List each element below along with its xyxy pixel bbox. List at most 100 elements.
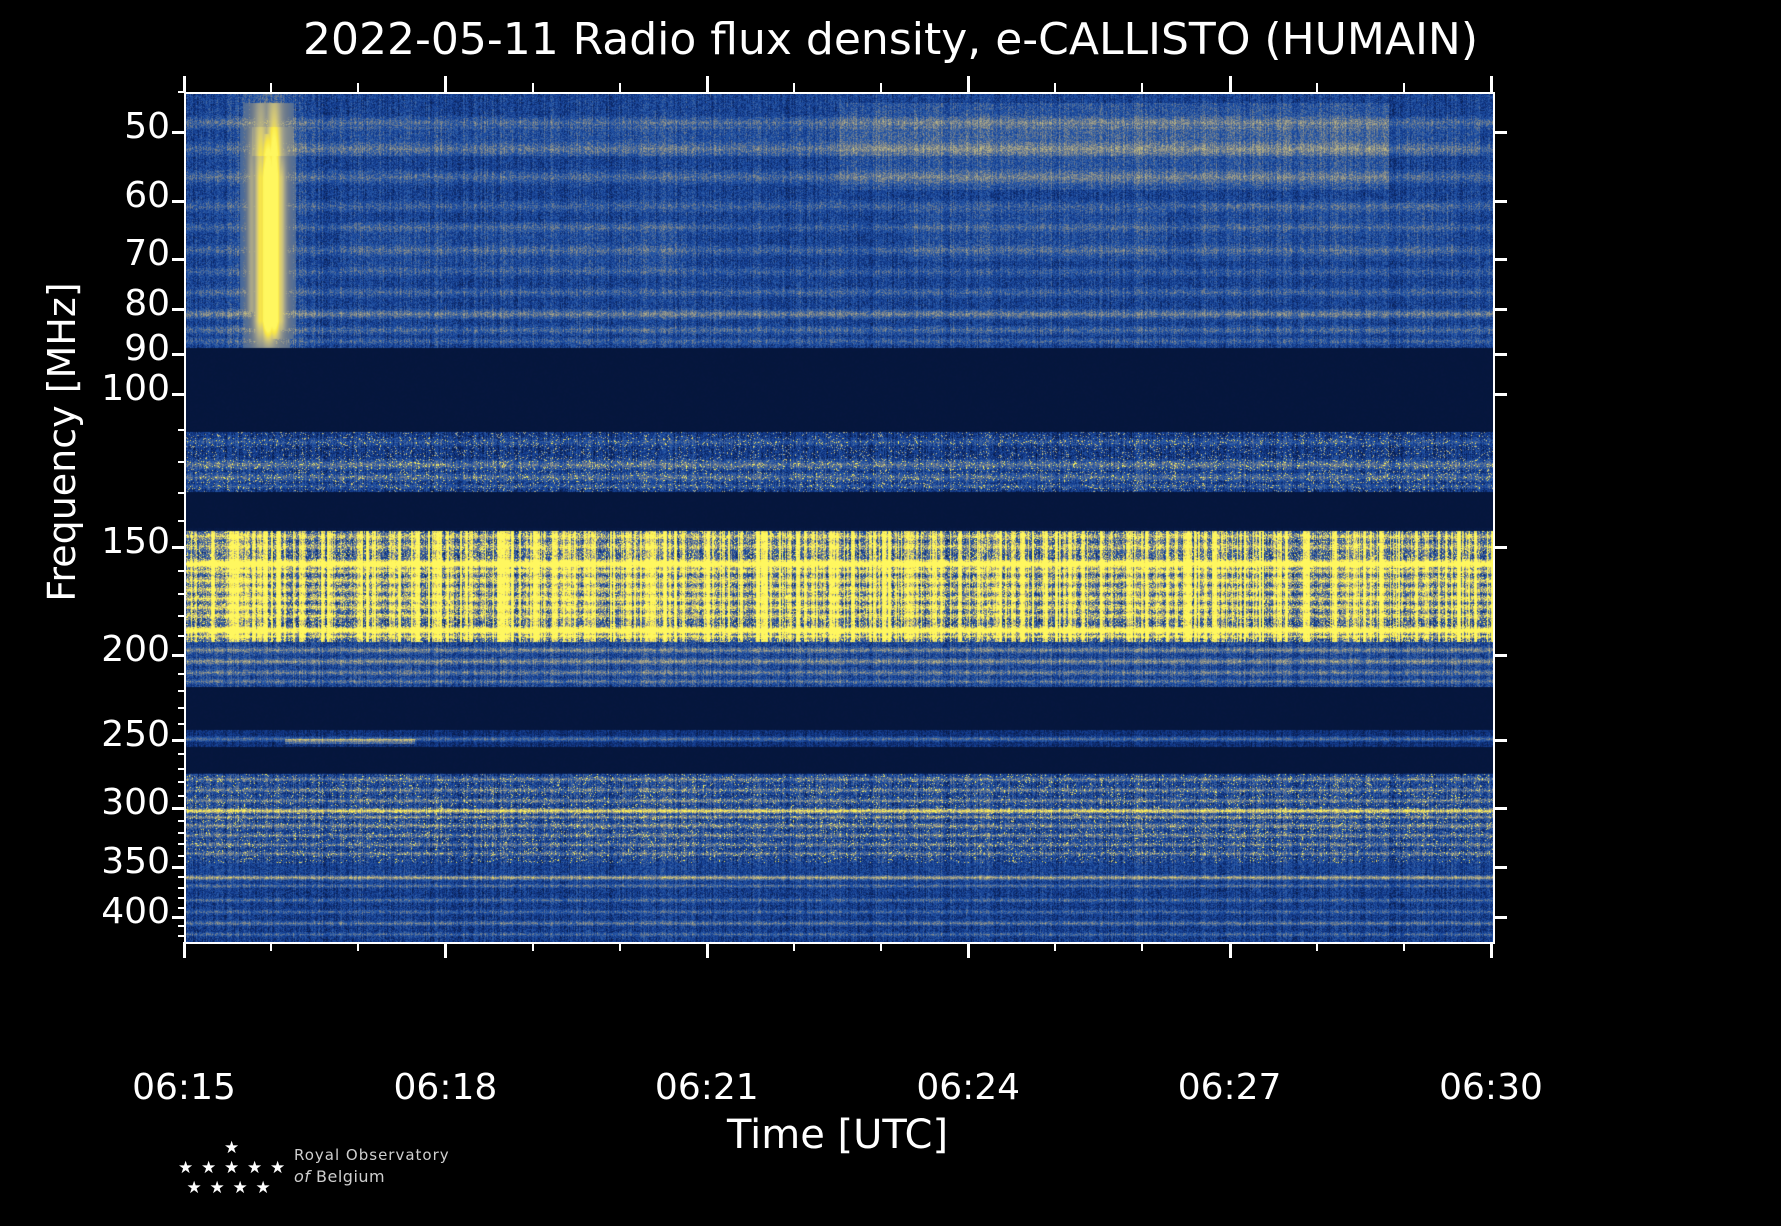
y-minor-tick [178,753,186,756]
x-tick-mark [967,942,971,958]
x-minor-tick-top [1315,83,1318,92]
star-icon: ★ [255,1178,271,1198]
y-minor-tick [178,672,186,675]
x-tick-mark-top [705,76,709,92]
x-minor-tick [792,942,795,951]
star-icon: ★ [247,1158,263,1178]
x-minor-tick-top [880,83,883,92]
x-tick-mark-top [967,76,971,92]
x-tick-mark [183,942,186,958]
y-minor-tick [178,854,186,857]
x-tick-label: 06:18 [393,1067,498,1108]
star-icon: ★ [209,1178,225,1198]
y-tick-mark-right [1493,130,1507,134]
logo-text: Royal Observatory of Belgium [294,1144,594,1188]
x-tick-mark-top [444,76,448,92]
y-minor-tick [178,843,186,846]
y-tick-mark [172,654,186,658]
y-minor-tick [178,896,186,899]
x-minor-tick [1054,942,1057,951]
y-tick-mark-right [1493,916,1507,920]
y-tick-mark [172,352,186,356]
y-tick-label: 250 [101,713,170,755]
x-tick-mark [444,942,448,958]
y-minor-tick [178,614,186,617]
y-minor-tick [178,519,186,522]
plot-area [184,92,1495,944]
y-tick-label: 70 [124,232,170,274]
y-tick-mark [172,392,186,396]
y-tick-mark [172,738,186,742]
x-minor-tick-top [270,83,273,92]
star-icon: ★ [186,1178,202,1198]
x-minor-tick [618,942,621,951]
y-minor-tick [178,707,186,710]
y-tick-label: 100 [101,367,170,409]
star-icon: ★ [201,1158,217,1178]
y-tick-mark-right [1493,257,1507,261]
y-minor-tick [178,876,186,879]
x-minor-tick-top [792,83,795,92]
x-minor-tick [880,942,883,951]
x-tick-label: 06:30 [1439,1067,1543,1108]
logo-line-1: Royal Observatory [294,1146,450,1164]
logo-of-word: of [294,1167,311,1186]
y-tick-label: 50 [124,105,170,147]
y-tick-mark [172,257,186,261]
y-tick-label: 300 [101,782,170,824]
x-minor-tick-top [1402,83,1405,92]
y-tick-mark [172,199,186,203]
x-minor-tick-top [1141,83,1144,92]
y-tick-label: 150 [101,520,170,562]
y-minor-tick [178,934,186,937]
star-icon: ★ [232,1178,248,1198]
x-tick-mark-top [1228,76,1232,92]
y-tick-label: 200 [101,629,170,671]
y-tick-label: 90 [124,327,170,369]
spectrogram-canvas [186,94,1493,942]
y-tick-mark [172,308,186,312]
x-tick-mark-top [1490,76,1493,92]
y-tick-label: 60 [124,174,170,216]
y-tick-label: 350 [101,840,170,882]
royal-observatory-logo: ★ ★ ★ ★ ★ ★ ★ ★ ★ ★ Royal Observatory of Belgium [176,1140,596,1210]
x-axis-label: Time [UTC] [726,1112,949,1158]
y-tick-mark [172,807,186,811]
logo-country: Belgium [316,1167,386,1186]
x-minor-tick [531,942,534,951]
y-tick-mark [172,865,186,869]
y-minor-tick [178,491,186,494]
x-minor-tick [357,942,360,951]
y-minor-tick [178,886,186,889]
y-tick-mark-right [1493,738,1507,742]
x-minor-tick-top [1054,83,1057,92]
y-minor-tick [178,592,186,595]
star-icon: ★ [224,1138,240,1158]
x-minor-tick-top [618,83,621,92]
y-minor-tick [178,781,186,784]
y-tick-label: 80 [124,283,170,325]
y-minor-tick [178,819,186,822]
y-minor-tick [178,906,186,909]
y-minor-tick [178,570,186,573]
y-tick-label: 400 [101,891,170,933]
star-icon: ★ [224,1158,240,1178]
y-minor-tick [178,91,186,93]
y-tick-mark-right [1493,654,1507,658]
x-minor-tick [270,942,273,951]
y-tick-mark [172,916,186,920]
y-tick-mark-right [1493,199,1507,203]
y-tick-mark-right [1493,308,1507,312]
logo-line-2: of Belgium [294,1166,594,1188]
x-tick-label: 06:24 [916,1067,1021,1108]
y-minor-tick [178,690,186,693]
x-tick-label: 06:15 [132,1067,236,1108]
x-tick-mark [705,942,709,958]
y-minor-tick [178,723,186,726]
y-tick-mark-right [1493,865,1507,869]
y-tick-mark-right [1493,392,1507,396]
y-minor-tick [178,634,186,637]
x-minor-tick [1141,942,1144,951]
x-minor-tick [1315,942,1318,951]
